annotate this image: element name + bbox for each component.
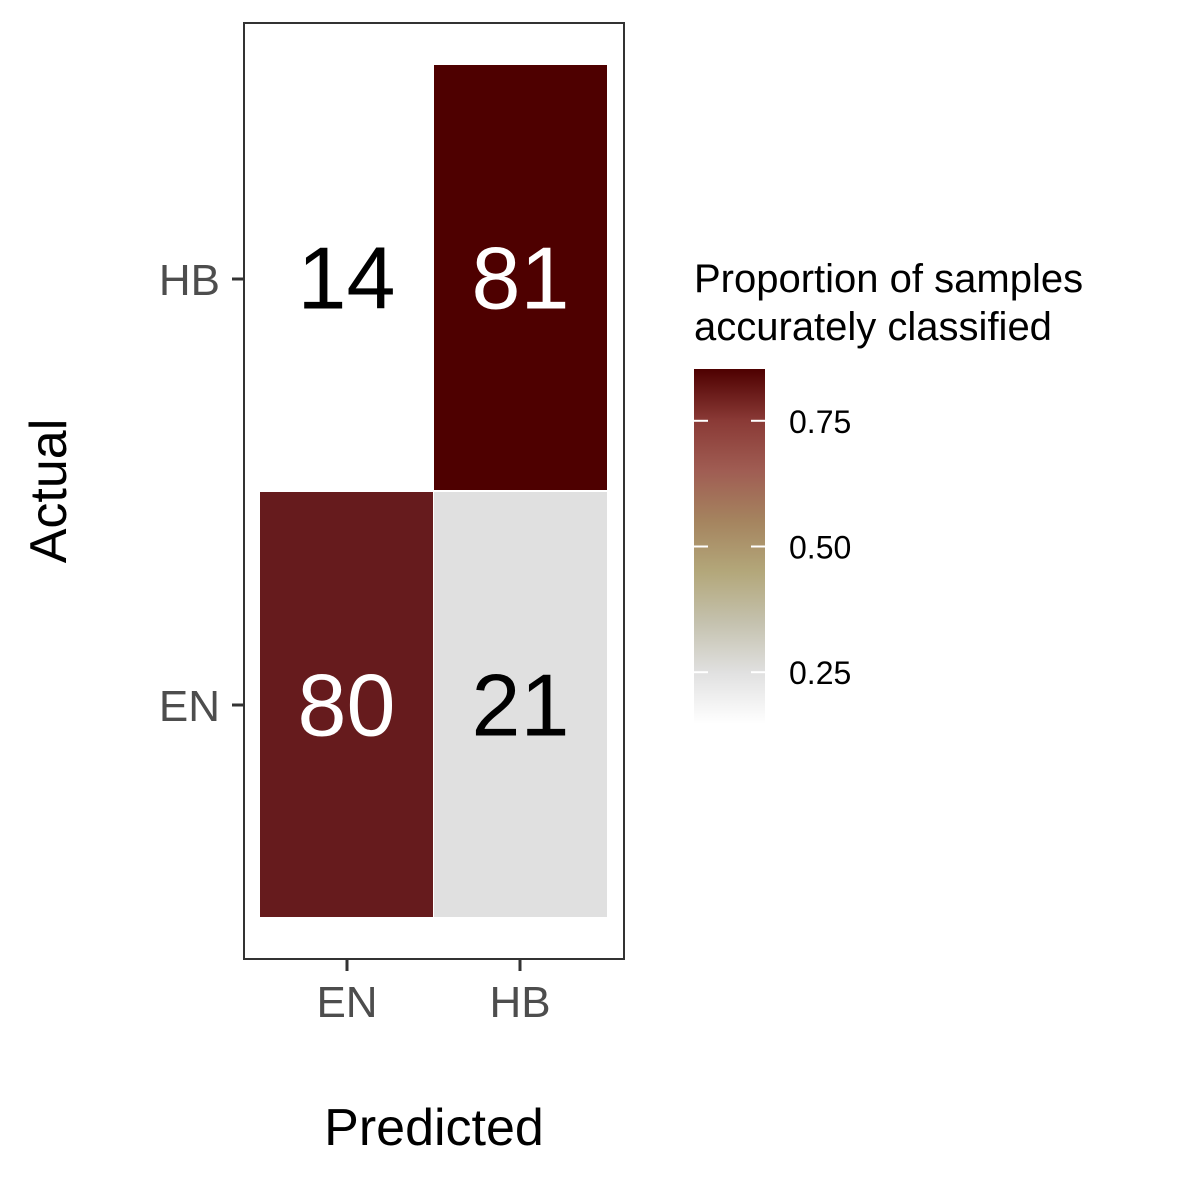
legend-tick-label: 0.25 <box>789 655 851 691</box>
legend-title-line-1: Proportion of samples <box>694 257 1083 301</box>
cell-count-label: 80 <box>298 656 396 755</box>
legend-tick-label: 0.50 <box>789 530 851 566</box>
legend-tick-label: 0.75 <box>789 404 851 440</box>
heatmap-cell-en-en <box>260 492 433 917</box>
cell-count-label: 14 <box>298 229 396 328</box>
x-tick-label: EN <box>316 978 377 1027</box>
y-tick-label: EN <box>159 682 220 731</box>
heatmap-cell-en-hb <box>434 492 607 917</box>
y-axis-label: Actual <box>20 419 78 564</box>
panel-border <box>243 22 625 960</box>
cell-count-label: 81 <box>472 229 570 328</box>
axes: EN HB EN HB <box>159 256 551 1027</box>
x-axis-label: Predicted <box>324 1099 544 1157</box>
heatmap-cell-hb-hb <box>434 65 607 490</box>
color-legend: Proportion of samples accurately classif… <box>694 257 1083 724</box>
y-tick-label: HB <box>159 256 220 305</box>
heatmap-cell-hb-en <box>260 65 433 490</box>
heatmap-cells: 14 81 80 21 <box>260 65 607 917</box>
cell-count-label: 21 <box>472 656 570 755</box>
legend-title-line-2: accurately classified <box>694 305 1052 349</box>
x-tick-label: HB <box>489 978 550 1027</box>
